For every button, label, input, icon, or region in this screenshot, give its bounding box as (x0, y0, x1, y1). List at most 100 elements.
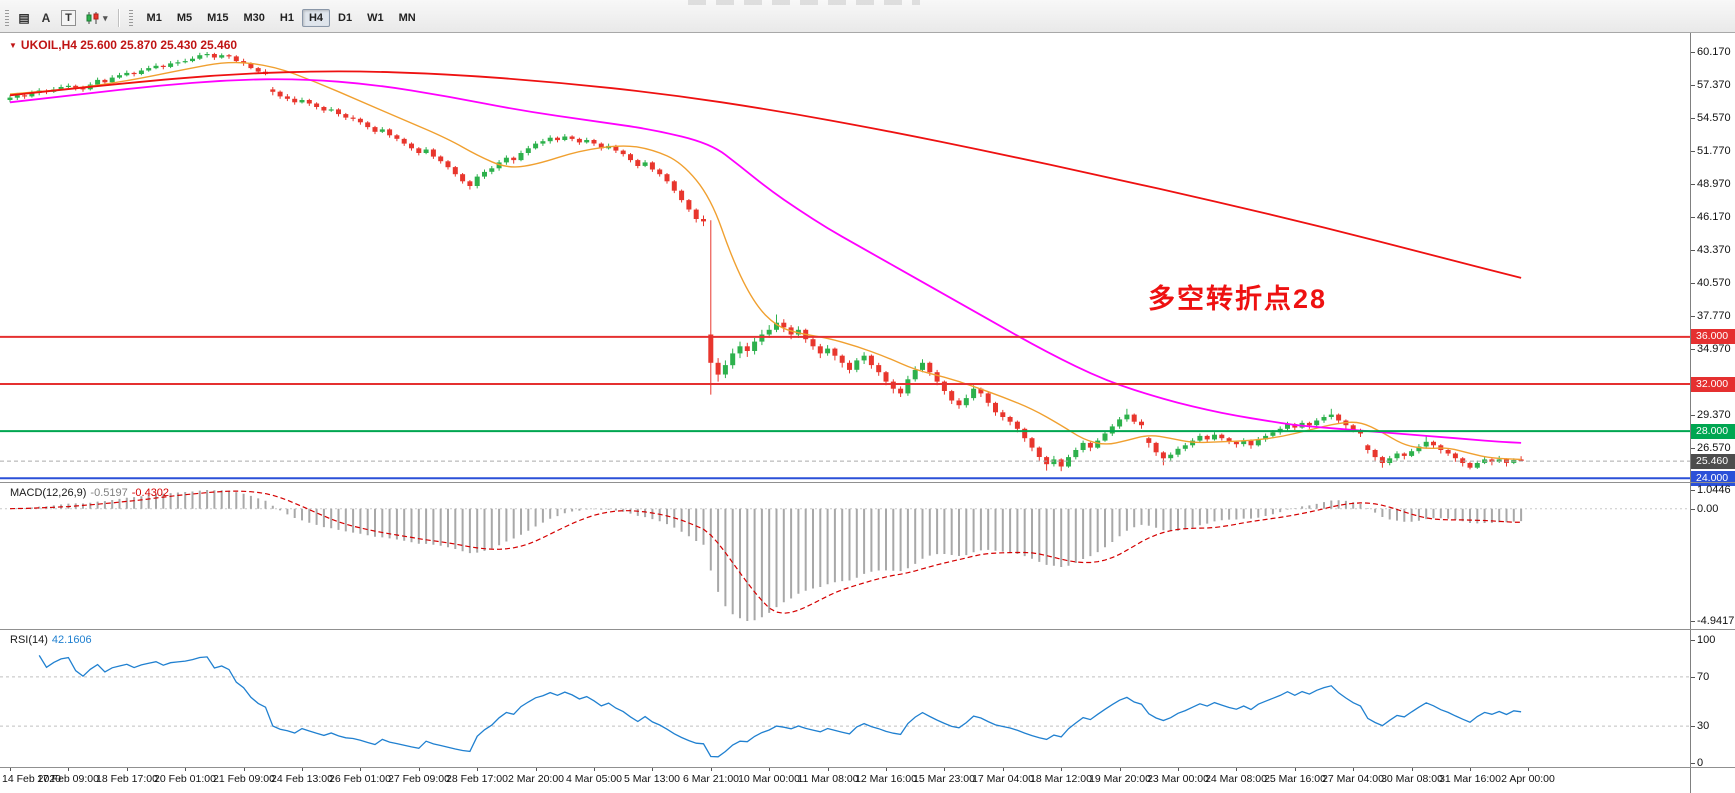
price-axis-label: 26.570 (1697, 442, 1731, 454)
price-badge-25.460: 25.460 (1691, 454, 1735, 469)
time-axis-label: 25 Mar 16:00 (1264, 773, 1326, 785)
time-tick (1120, 767, 1121, 771)
price-axis-label: 46.170 (1697, 211, 1731, 223)
indicator-tick (1691, 490, 1695, 491)
price-tick (1691, 415, 1695, 416)
time-axis-label: 19 Mar 20:00 (1089, 773, 1151, 785)
price-axis-label: 48.970 (1697, 178, 1731, 190)
price-tick (1691, 184, 1695, 185)
price-axis-label: 37.770 (1697, 310, 1731, 322)
price-tick (1691, 250, 1695, 251)
time-tick (1528, 767, 1529, 771)
timeframe-toolbar: M1 M5 M15 M30 H1 H4 D1 W1 MN (140, 9, 423, 27)
macd-signal-line (9, 490, 1522, 614)
panel-separator[interactable] (0, 629, 1735, 630)
time-axis-label: 18 Feb 17:00 (96, 773, 158, 785)
macd-axis-zero: 0.00 (1697, 503, 1719, 515)
macd-signal-value: -0.4302 (131, 487, 170, 499)
time-axis-label: 2 Apr 00:00 (1501, 773, 1555, 785)
time-axis-label: 21 Feb 09:00 (213, 773, 275, 785)
main-toolbar: ▤ A T ▾ M1 M5 M15 M30 H1 H4 D1 W1 MN (0, 0, 1735, 33)
time-axis-label: 27 Feb 09:00 (388, 773, 450, 785)
time-tick (127, 767, 128, 771)
moving-averages-layer (9, 61, 1522, 461)
timeframe-button-mn[interactable]: MN (392, 9, 423, 27)
time-tick (477, 767, 478, 771)
price-axis-label: 29.370 (1697, 409, 1731, 421)
charts-tile-icon[interactable]: ▤ (14, 8, 34, 28)
time-tick (68, 767, 69, 771)
time-tick (944, 767, 945, 771)
rsi-name: RSI(14) (10, 634, 48, 646)
font-tool-icon[interactable]: A (36, 8, 56, 28)
symbol-ohlc-text: UKOIL,H4 25.600 25.870 25.430 25.460 (20, 38, 238, 52)
timeframe-button-h1[interactable]: H1 (273, 9, 301, 27)
price-axis[interactable]: 60.170 57.370 54.570 51.770 48.970 46.170 43.3… (1690, 33, 1735, 793)
time-axis-label: 15 Mar 23:00 (913, 773, 975, 785)
timeframe-button-m30[interactable]: M30 (237, 9, 272, 27)
price-axis-label: 54.570 (1697, 112, 1731, 124)
toolbar-grip[interactable] (5, 10, 9, 26)
ma-slow-line (9, 70, 1522, 279)
timeframe-button-m1[interactable]: M1 (140, 9, 169, 27)
time-tick (1003, 767, 1004, 771)
timeframe-button-m15[interactable]: M15 (200, 9, 235, 27)
rsi-axis-label: 100 (1697, 634, 1716, 646)
rsi-value: 42.1606 (51, 634, 92, 646)
time-axis[interactable]: 14 Feb 2020 17 Feb 09:00 18 Feb 17:00 20 Fe… (0, 767, 1690, 793)
price-tick (1691, 448, 1695, 449)
timeframe-button-d1[interactable]: D1 (331, 9, 359, 27)
price-tick (1691, 349, 1695, 350)
panel-separator (0, 767, 1735, 768)
indicator-tick (1691, 509, 1695, 510)
price-tick (1691, 151, 1695, 152)
time-tick (419, 767, 420, 771)
ma-fast-line (9, 61, 1522, 461)
time-tick (536, 767, 537, 771)
time-tick (10, 767, 11, 771)
text-tool-icon[interactable]: T (61, 10, 76, 26)
timeframe-button-w1[interactable]: W1 (360, 9, 391, 27)
time-axis-label: 12 Mar 16:00 (855, 773, 917, 785)
timeframe-toolbar-grip[interactable] (128, 10, 133, 26)
candlestick-icon (86, 12, 99, 24)
time-axis-label: 17 Mar 04:00 (972, 773, 1034, 785)
macd-panel[interactable] (0, 482, 1690, 629)
price-tick (1691, 85, 1695, 86)
toolbar-separator (117, 9, 120, 27)
time-tick (769, 767, 770, 771)
time-tick (1178, 767, 1179, 771)
price-axis-label: 57.370 (1697, 79, 1731, 91)
time-axis-label: 27 Mar 04:00 (1322, 773, 1384, 785)
symbol-marker-icon: ▼ (9, 41, 17, 50)
price-axis-label: 60.170 (1697, 46, 1731, 58)
ma-medium-line (9, 78, 1522, 444)
time-axis-label: 24 Mar 08:00 (1205, 773, 1267, 785)
time-tick (1412, 767, 1413, 771)
indicator-tick (1691, 763, 1695, 764)
rsi-axis-label: 30 (1697, 720, 1710, 732)
price-badge-36.000: 36.000 (1691, 329, 1735, 344)
rsi-axis-label: 70 (1697, 671, 1710, 683)
indicator-tick (1691, 640, 1695, 641)
timeframe-button-m5[interactable]: M5 (170, 9, 199, 27)
time-axis-label: 11 Mar 08:00 (797, 773, 859, 785)
macd-main-value: -0.5197 (90, 487, 128, 499)
time-axis-label: 2 Mar 20:00 (507, 773, 565, 785)
price-chart[interactable] (0, 33, 1690, 482)
timeframe-button-h4[interactable]: H4 (301, 9, 331, 27)
panel-separator[interactable] (0, 482, 1735, 483)
chart-annotation[interactable]: 多空转折点28 (1148, 284, 1328, 314)
time-axis-label: 6 Mar 21:00 (682, 773, 740, 785)
price-tick (1691, 283, 1695, 284)
macd-axis-max: 1.0446 (1697, 484, 1731, 496)
macd-label: MACD(12,26,9) -0.5197 -0.4302 (10, 487, 169, 499)
time-tick (594, 767, 595, 771)
chart-type-button[interactable]: ▾ (81, 8, 112, 28)
rsi-line (38, 655, 1522, 758)
rsi-panel[interactable] (0, 629, 1690, 767)
time-axis-label: 4 Mar 05:00 (565, 773, 623, 785)
time-tick (302, 767, 303, 771)
price-tick (1691, 217, 1695, 218)
